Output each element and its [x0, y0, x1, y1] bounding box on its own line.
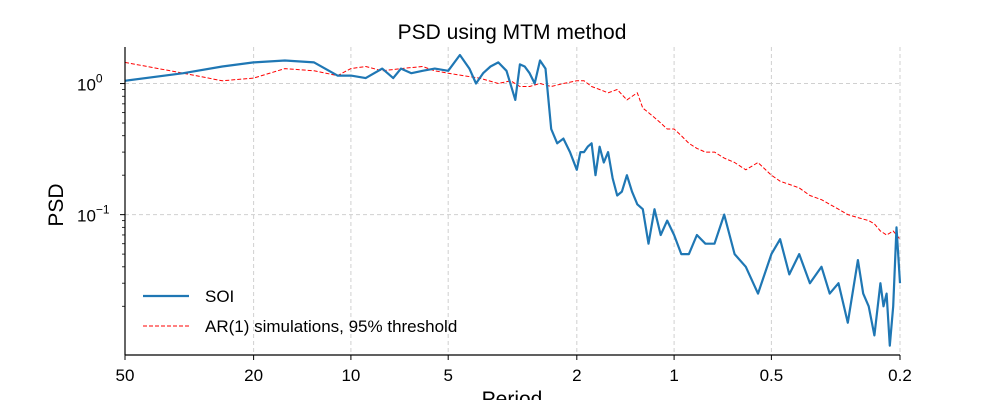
x-tick-label: 10 [341, 366, 360, 385]
x-tick-label: 5 [443, 366, 452, 385]
y-axis-label: PSD [45, 183, 68, 226]
legend-label-ar1: AR(1) simulations, 95% threshold [205, 317, 457, 336]
y-tick-label: 100 [77, 72, 103, 95]
y-tick-label: 10−1 [77, 203, 110, 226]
chart-title: PSD using MTM method [398, 21, 627, 44]
grid-lines [124, 47, 901, 355]
y-ticks: 100 10−1 [77, 72, 125, 307]
series-soi-line [124, 53, 902, 347]
series-ar1-threshold-line [124, 61, 901, 240]
x-tick-label: 20 [244, 366, 263, 385]
legend-label-soi: SOI [205, 287, 234, 306]
x-tick-label: 50 [116, 366, 135, 385]
x-ticks: 50 20 10 5 2 1 0.5 0.2 [116, 355, 912, 385]
x-tick-label: 0.2 [888, 366, 912, 385]
y-tick-exponent: −1 [96, 203, 110, 217]
legend: SOI AR(1) simulations, 95% threshold [143, 287, 457, 336]
y-tick-exponent: 0 [96, 72, 103, 86]
series-layer [124, 53, 902, 347]
x-tick-label: 1 [669, 366, 678, 385]
x-tick-label: 0.5 [760, 366, 784, 385]
x-tick-label: 2 [572, 366, 581, 385]
x-axis-label: Period [482, 388, 543, 400]
